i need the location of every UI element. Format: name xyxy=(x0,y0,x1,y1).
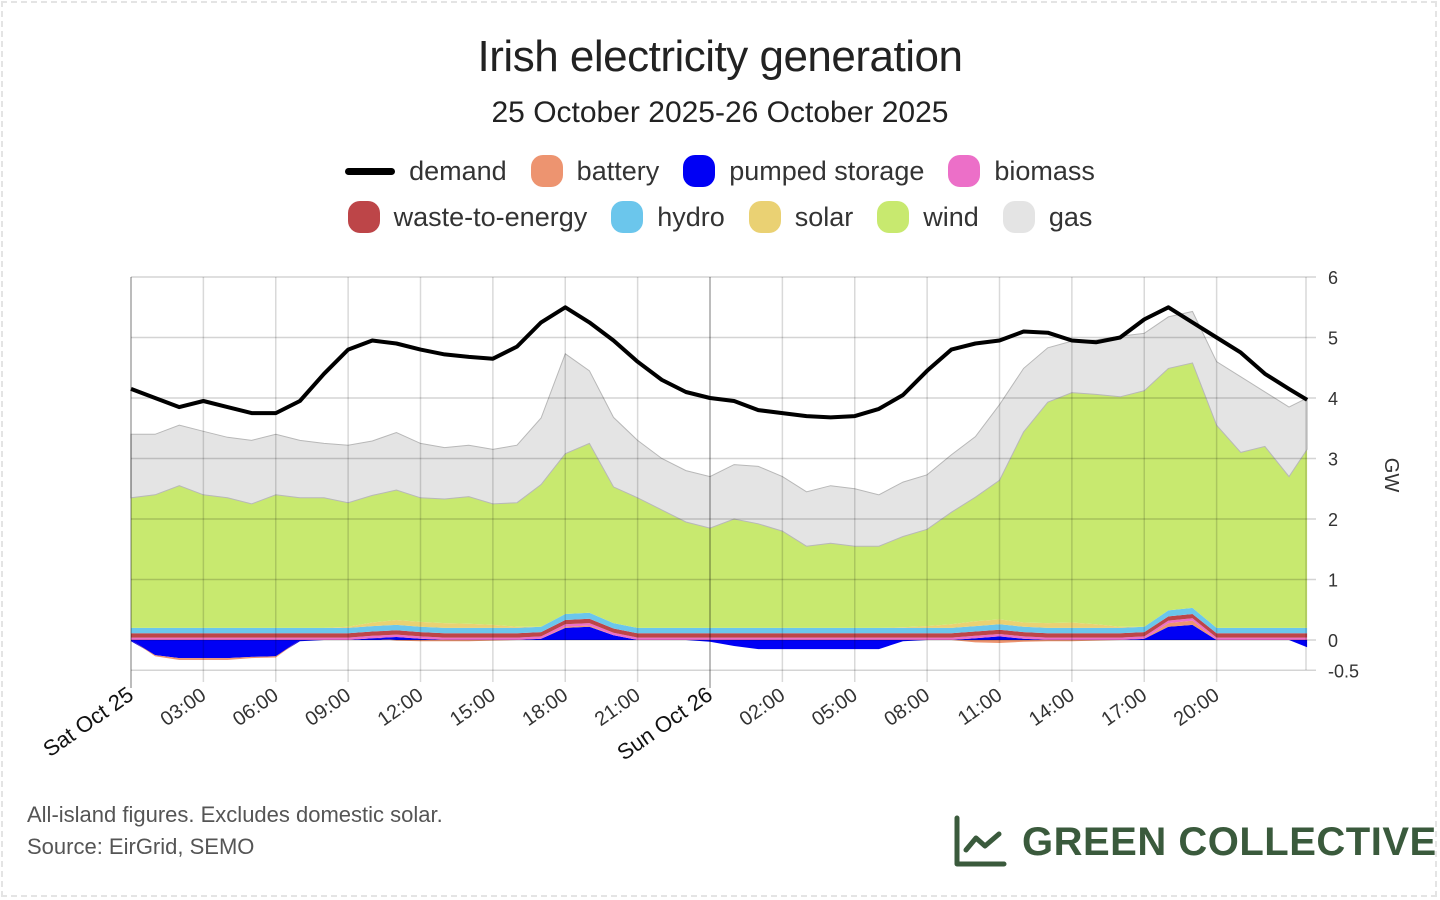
y-tick-label: 5 xyxy=(1328,329,1338,349)
legend-item-waste[interactable]: waste-to-energy xyxy=(347,201,588,233)
demand-line xyxy=(130,305,1309,420)
legend-item-biomass[interactable]: biomass xyxy=(948,155,1095,187)
x-tick-label: 09:00 xyxy=(301,684,355,731)
y-axis-label: GW xyxy=(1380,458,1402,493)
y-tick-label: -0.5 xyxy=(1328,661,1359,681)
legend-swatch-battery xyxy=(530,155,563,187)
footnote-source: Source: EirGrid, SEMO xyxy=(27,834,255,859)
area-waste xyxy=(131,614,1308,638)
legend-item-hydro[interactable]: hydro xyxy=(611,201,725,233)
demand-line-group xyxy=(130,305,1309,420)
y-tick-label: 6 xyxy=(1328,268,1338,288)
line-chart-icon xyxy=(954,815,1007,867)
y-tick-label: 4 xyxy=(1328,389,1338,409)
legend-label-battery: battery xyxy=(576,155,660,186)
area-battery xyxy=(131,620,1308,660)
x-tick-label: 02:00 xyxy=(736,684,790,731)
y-tick-label: 2 xyxy=(1328,510,1338,530)
legend-swatch-waste xyxy=(347,201,380,233)
legend-swatch-solar xyxy=(748,201,781,233)
y-tick-label: 3 xyxy=(1328,450,1338,470)
x-tick-label-date: Sat Oct 25 xyxy=(38,682,137,762)
area-hydro xyxy=(131,607,1308,634)
area-pumped xyxy=(131,624,1308,659)
legend-row-2: waste-to-energy hydro solar wind gas xyxy=(0,201,1440,233)
chart-svg: 6 5 4 3 2 1 0 -0.5 GW Sat Oct 25 03:00 06:00 09:00 12… xyxy=(38,268,1402,765)
chart-title: Irish electricity generation xyxy=(477,32,963,81)
legend-swatch-hydro xyxy=(611,201,644,233)
x-tick-label: 05:00 xyxy=(808,684,862,731)
y-tick-label: 0 xyxy=(1328,631,1338,651)
legend-label-waste: waste-to-energy xyxy=(393,201,588,232)
area-wind xyxy=(131,362,1308,628)
grid-lines xyxy=(130,276,1316,688)
legend-swatch-demand xyxy=(345,167,396,175)
x-tick-label: 17:00 xyxy=(1097,684,1151,731)
legend-swatch-wind xyxy=(877,201,910,233)
x-tick-label: 14:00 xyxy=(1025,684,1079,731)
chart-subtitle: 25 October 2025-26 October 2025 xyxy=(491,96,949,129)
legend-label-solar: solar xyxy=(794,201,854,232)
area-solar xyxy=(131,607,1308,628)
x-tick-label: 15:00 xyxy=(446,684,500,731)
x-tick-label: 03:00 xyxy=(157,684,211,731)
legend-label-pumped: pumped storage xyxy=(729,155,925,186)
y-tick-label: 1 xyxy=(1328,571,1338,591)
legend-item-pumped[interactable]: pumped storage xyxy=(683,155,924,187)
legend-swatch-biomass xyxy=(948,155,981,187)
legend-item-battery[interactable]: battery xyxy=(530,155,660,187)
x-tick-label: 08:00 xyxy=(880,684,934,731)
brand-logo[interactable]: GREEN COLLECTIVE xyxy=(952,814,1437,870)
legend-label-gas: gas xyxy=(1048,201,1093,232)
x-tick-label: 06:00 xyxy=(229,684,283,731)
stacked-areas xyxy=(130,310,1308,660)
legend-swatch-pumped xyxy=(683,155,716,187)
legend-swatch-gas xyxy=(1002,201,1035,233)
x-tick-label: 11:00 xyxy=(954,684,1006,730)
x-tick-label: 21:00 xyxy=(591,684,645,731)
legend-item-gas[interactable]: gas xyxy=(1002,201,1093,233)
x-tick-label: 18:00 xyxy=(518,684,572,731)
legend-label-wind: wind xyxy=(923,201,979,232)
x-tick-label: 20:00 xyxy=(1170,684,1224,731)
legend-label-demand: demand xyxy=(409,155,507,186)
footnote-coverage: All-island figures. Excludes domestic so… xyxy=(27,802,443,827)
legend-item-demand[interactable]: demand xyxy=(345,156,507,187)
brand-name: GREEN COLLECTIVE xyxy=(1022,819,1437,864)
legend-item-solar[interactable]: solar xyxy=(748,201,854,233)
area-gas xyxy=(130,310,1308,547)
legend-label-hydro: hydro xyxy=(657,201,725,232)
x-tick-label: 12:00 xyxy=(374,684,428,731)
legend-label-biomass: biomass xyxy=(994,155,1095,186)
legend-row-1: demand battery pumped storage biomass xyxy=(0,155,1440,187)
area-biomass xyxy=(131,618,1308,640)
legend-item-wind[interactable]: wind xyxy=(877,201,979,233)
